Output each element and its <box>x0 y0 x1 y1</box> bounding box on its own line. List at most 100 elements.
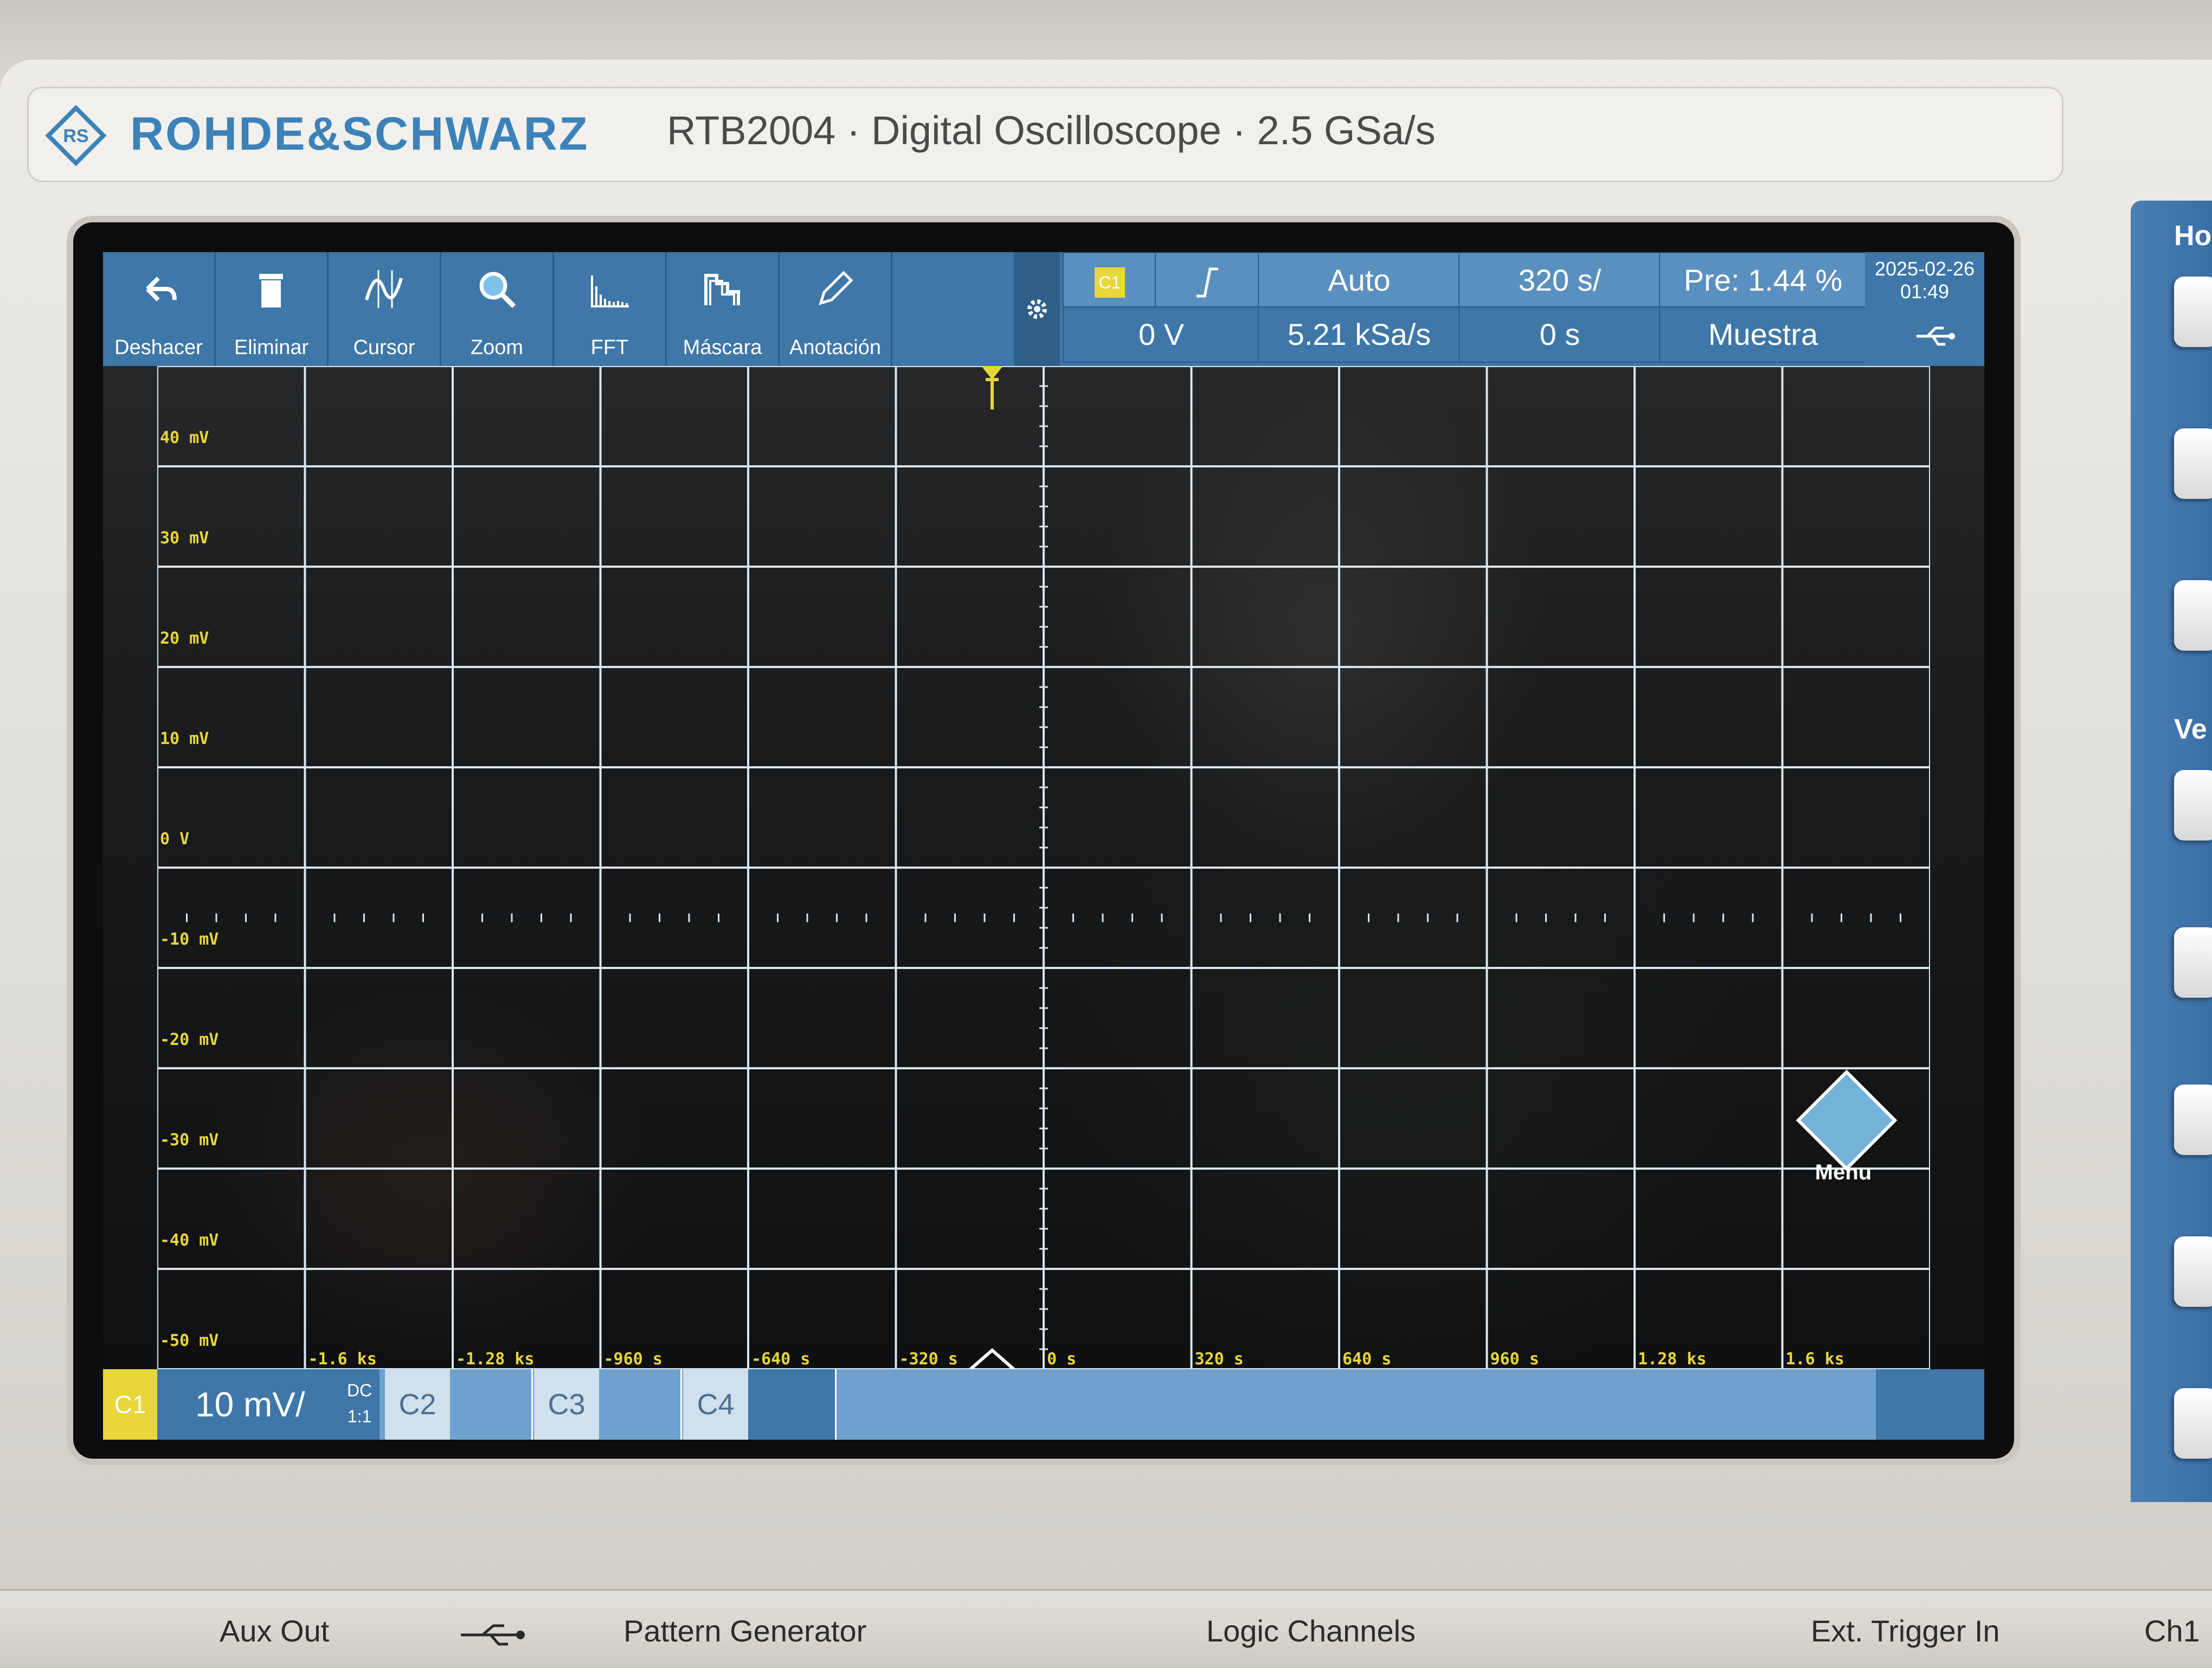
trigger-level[interactable]: 0 V <box>1063 306 1260 363</box>
undo-button[interactable]: Deshacer <box>103 252 216 366</box>
mask-label: Máscara <box>683 336 762 359</box>
side-button-7[interactable] <box>2174 1236 2212 1307</box>
zoom-label: Zoom <box>470 336 524 359</box>
annotation-label: Anotación <box>789 336 881 359</box>
undo-label: Deshacer <box>114 336 203 359</box>
vertical-section-label: Ve <box>2174 714 2207 745</box>
cursor-label: Cursor <box>353 336 415 359</box>
time: 01:49 <box>1900 280 1950 303</box>
ch3-tab[interactable]: C3 <box>534 1369 599 1440</box>
ch1-connector-label: Ch1 <box>2144 1614 2200 1648</box>
fft-button[interactable]: FFT <box>554 252 667 366</box>
ch4-slot <box>748 1369 837 1440</box>
y-label: 10 mV <box>160 729 209 748</box>
y-label: -10 mV <box>160 930 219 949</box>
ext-trigger-label: Ext. Trigger In <box>1811 1614 2000 1648</box>
menu-label: Menu <box>1815 1160 1872 1184</box>
ch4-tab[interactable]: C4 <box>683 1369 748 1440</box>
y-label: -40 mV <box>160 1231 219 1250</box>
time-offset[interactable]: 0 s <box>1458 306 1661 363</box>
pattern-generator-label: Pattern Generator <box>623 1614 867 1648</box>
usb-port-icon <box>461 1624 525 1646</box>
x-label: 320 s <box>1194 1350 1244 1369</box>
side-button-6[interactable] <box>2174 1085 2212 1155</box>
mask-icon <box>704 274 740 305</box>
delete-label: Eliminar <box>234 336 309 359</box>
time-reference-marker <box>969 1348 1015 1369</box>
ch1-coupling-mode: DC <box>347 1381 372 1400</box>
trigger-mode[interactable]: Auto <box>1258 252 1461 309</box>
cursor-wave-icon <box>365 270 403 308</box>
datetime: 2025-02-26 01:49 <box>1865 252 1984 366</box>
channel-bar: C1 10 mV/ DC 1:1 C2 C3 C4 <box>103 1369 1984 1440</box>
x-label: -960 s <box>603 1350 663 1369</box>
aux-out-label: Aux Out <box>220 1614 330 1648</box>
time-scale[interactable]: 320 s/ <box>1458 252 1661 309</box>
trash-icon <box>259 274 283 307</box>
pretrigger: Pre: 1.44 % <box>1659 252 1867 309</box>
undo-icon <box>146 277 177 301</box>
side-button-3[interactable] <box>2174 580 2212 651</box>
cursor-button[interactable]: Cursor <box>329 252 441 366</box>
y-label: -20 mV <box>160 1030 219 1049</box>
gear-icon <box>1027 299 1047 319</box>
delete-button[interactable]: Eliminar <box>216 252 329 366</box>
waveform-grid[interactable] <box>157 366 1930 1369</box>
ch1-coupling: DC 1:1 <box>347 1377 372 1429</box>
zoom-button[interactable]: Zoom <box>441 252 554 366</box>
annotation-button[interactable]: Anotación <box>780 252 892 366</box>
side-button-4[interactable] <box>2174 770 2212 841</box>
svg-text:RS: RS <box>63 126 88 146</box>
rohde-schwarz-logo-icon: RS <box>45 105 107 166</box>
ch1-tag[interactable]: C1 <box>103 1369 157 1440</box>
ch2-slot <box>450 1369 533 1440</box>
y-label: 0 V <box>160 830 190 849</box>
brand-band <box>27 87 2063 182</box>
y-label: 30 mV <box>160 529 209 548</box>
front-panel-connectors <box>0 1589 2212 1668</box>
brand-name: ROHDE&SCHWARZ <box>130 108 589 160</box>
x-label: -320 s <box>899 1350 958 1369</box>
y-label: -50 mV <box>160 1331 219 1350</box>
ch2-tab[interactable]: C2 <box>385 1369 450 1440</box>
mask-button[interactable]: Máscara <box>667 252 780 366</box>
y-label: 40 mV <box>160 428 209 447</box>
settings-button[interactable] <box>1014 252 1060 366</box>
y-label: 20 mV <box>160 629 209 648</box>
fft-label: FFT <box>590 336 629 359</box>
x-label: 0 s <box>1047 1350 1077 1369</box>
x-label: 1.28 ks <box>1638 1350 1707 1369</box>
right-control-panel <box>2131 201 2212 1502</box>
date: 2025-02-26 <box>1874 258 1975 280</box>
menu-area <box>1876 1369 1984 1440</box>
side-button-1[interactable] <box>2174 277 2212 347</box>
pencil-icon <box>819 271 853 305</box>
oscilloscope-screen: Deshacer Eliminar Cursor Zoom FFT Máscar… <box>103 252 1984 1440</box>
trigger-source[interactable]: C1 <box>1063 252 1157 309</box>
magnifier-icon <box>479 272 516 309</box>
x-label: -1.28 ks <box>456 1350 535 1369</box>
trigger-source-tag: C1 <box>1095 267 1125 298</box>
ch1-probe: 1:1 <box>347 1407 372 1426</box>
trigger-position-marker[interactable] <box>976 366 1008 420</box>
trigger-slope[interactable] <box>1155 252 1260 309</box>
x-label: -1.6 ks <box>308 1350 377 1369</box>
side-button-5[interactable] <box>2174 927 2212 998</box>
horizontal-section-label: Hor <box>2174 220 2212 252</box>
sample-rate: 5.21 kSa/s <box>1258 306 1461 363</box>
side-button-8[interactable] <box>2174 1388 2212 1459</box>
ch3-slot <box>599 1369 682 1440</box>
x-label: -640 s <box>751 1350 811 1369</box>
x-label: 960 s <box>1490 1350 1539 1369</box>
ch1-scale[interactable]: 10 mV/ <box>157 1369 380 1440</box>
rising-edge-icon <box>1197 267 1218 298</box>
acquisition-mode[interactable]: Muestra <box>1659 306 1867 363</box>
fft-icon <box>591 275 629 307</box>
x-label: 1.6 ks <box>1785 1350 1844 1369</box>
x-label: 640 s <box>1342 1350 1392 1369</box>
usb-icon <box>1917 326 1955 346</box>
logic-channels-label: Logic Channels <box>1206 1614 1416 1648</box>
model-line: RTB2004 · Digital Oscilloscope · 2.5 GSa… <box>667 108 1436 153</box>
side-button-2[interactable] <box>2174 428 2212 499</box>
y-label: -30 mV <box>160 1131 219 1150</box>
